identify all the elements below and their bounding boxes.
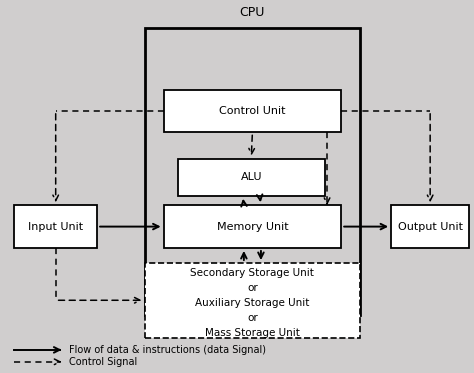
Text: Auxiliary Storage Unit: Auxiliary Storage Unit [195, 298, 310, 308]
Bar [391, 205, 469, 248]
Text: or: or [247, 313, 258, 323]
Text: Control Unit: Control Unit [219, 106, 286, 116]
Text: Output Unit: Output Unit [398, 222, 463, 232]
Text: Control Signal: Control Signal [69, 357, 137, 367]
Text: Flow of data & instructions (data Signal): Flow of data & instructions (data Signal… [69, 345, 266, 355]
Text: or: or [247, 283, 258, 293]
Text: CPU: CPU [240, 6, 265, 19]
Bar [178, 159, 325, 196]
Bar [145, 28, 360, 315]
Text: Input Unit: Input Unit [28, 222, 83, 232]
Bar [145, 263, 360, 338]
Bar [164, 90, 341, 132]
Bar [164, 205, 341, 248]
Text: ALU: ALU [240, 172, 262, 182]
Text: Memory Unit: Memory Unit [217, 222, 288, 232]
Text: Mass Storage Unit: Mass Storage Unit [205, 328, 300, 338]
Bar [14, 205, 97, 248]
Text: Secondary Storage Unit: Secondary Storage Unit [191, 269, 314, 278]
